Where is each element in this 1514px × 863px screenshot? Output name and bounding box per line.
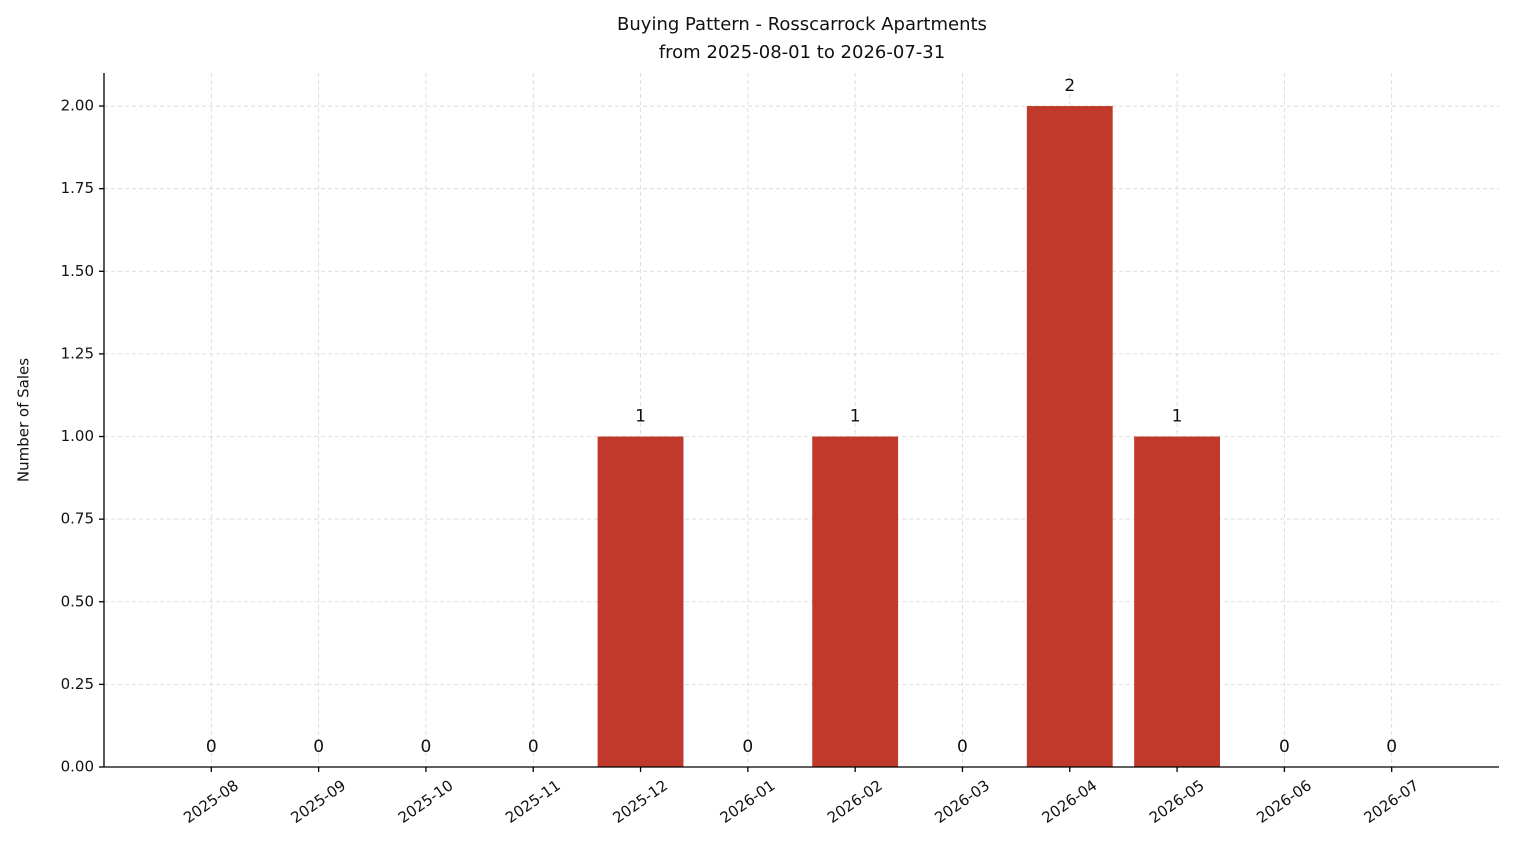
y-tick-label: 1.00 bbox=[61, 427, 94, 445]
bar bbox=[597, 436, 684, 767]
y-tick-label: 0.25 bbox=[61, 675, 94, 693]
data-label: 0 bbox=[313, 737, 324, 757]
x-tick-label: 2026-02 bbox=[824, 776, 886, 827]
x-tick-label: 2026-01 bbox=[717, 776, 779, 827]
data-label: 0 bbox=[742, 737, 753, 757]
x-tick-label: 2025-08 bbox=[180, 776, 242, 827]
y-tick-label: 0.75 bbox=[61, 510, 94, 528]
data-label: 1 bbox=[850, 407, 861, 427]
data-label: 0 bbox=[1386, 737, 1397, 757]
x-tick-label: 2025-10 bbox=[395, 776, 457, 827]
data-label: 0 bbox=[528, 737, 539, 757]
data-label: 0 bbox=[206, 737, 217, 757]
x-tick-label: 2026-07 bbox=[1361, 776, 1423, 827]
data-label: 1 bbox=[1172, 407, 1183, 427]
data-label: 1 bbox=[635, 407, 646, 427]
data-label: 0 bbox=[1279, 737, 1290, 757]
x-tick-label: 2025-09 bbox=[287, 776, 349, 827]
y-axis-label: Number of Sales bbox=[15, 358, 33, 482]
chart-subtitle: from 2025-08-01 to 2026-07-31 bbox=[659, 42, 945, 63]
y-tick-label: 1.75 bbox=[61, 179, 94, 197]
data-label: 0 bbox=[957, 737, 968, 757]
chart-title: Buying Pattern - Rosscarrock Apartments bbox=[617, 14, 987, 35]
x-tick-label: 2026-04 bbox=[1039, 776, 1101, 827]
x-tick-label: 2026-06 bbox=[1253, 776, 1315, 827]
x-tick-label: 2025-11 bbox=[502, 776, 564, 827]
y-tick-label: 0.00 bbox=[61, 758, 94, 776]
bar bbox=[812, 436, 899, 767]
y-tick-label: 1.50 bbox=[61, 262, 94, 280]
y-tick-label: 0.50 bbox=[61, 592, 94, 610]
data-label: 2 bbox=[1064, 76, 1075, 96]
x-tick-label: 2025-12 bbox=[609, 776, 671, 827]
y-tick-label: 1.25 bbox=[61, 344, 94, 362]
bar bbox=[1134, 436, 1220, 767]
bar bbox=[1026, 106, 1113, 768]
x-tick-label: 2026-03 bbox=[931, 776, 993, 827]
x-tick-label: 2026-05 bbox=[1146, 776, 1208, 827]
y-tick-label: 2.00 bbox=[61, 97, 94, 115]
data-label: 0 bbox=[421, 737, 432, 757]
